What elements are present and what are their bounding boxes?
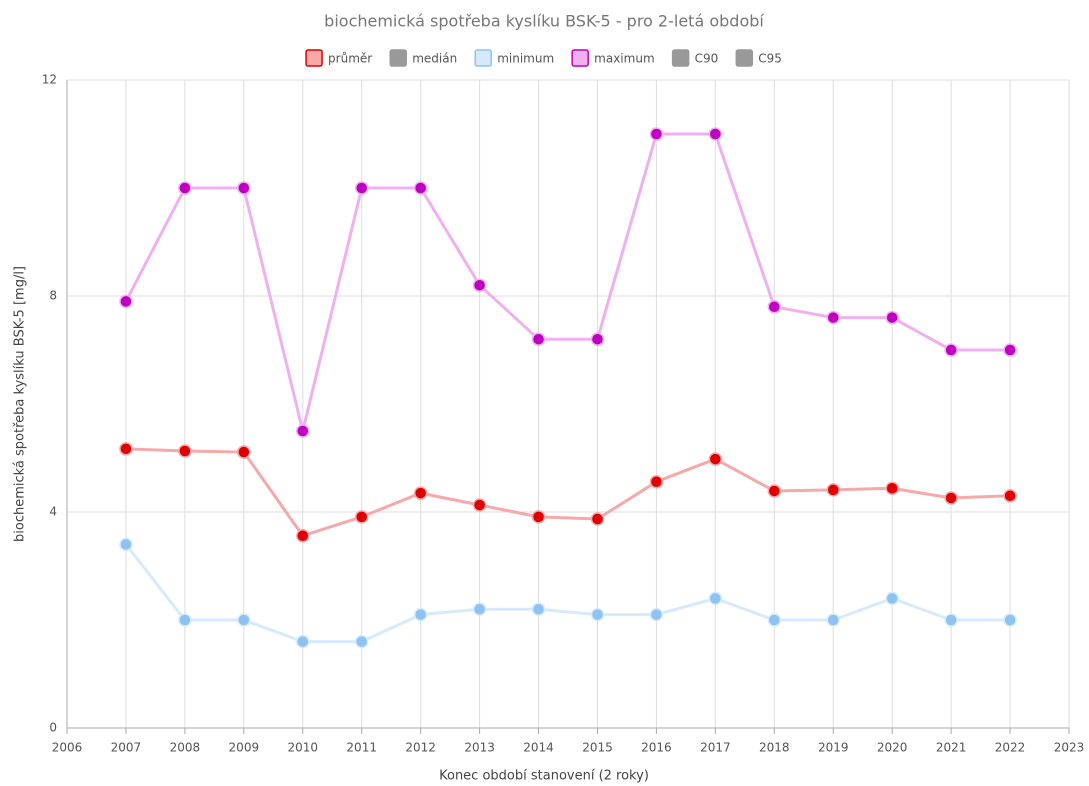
x-tick-label: 2012 bbox=[405, 741, 436, 755]
data-point bbox=[708, 591, 723, 606]
series-line bbox=[124, 132, 1011, 432]
legend-label: maximum bbox=[594, 52, 654, 66]
data-point bbox=[826, 310, 840, 325]
data-point bbox=[590, 512, 605, 526]
data-point bbox=[767, 484, 782, 498]
data-point bbox=[296, 424, 310, 438]
data-point bbox=[119, 442, 133, 456]
y-tick-label: 0 bbox=[49, 721, 57, 735]
data-point bbox=[119, 294, 133, 309]
y-tick-label: 8 bbox=[49, 289, 57, 303]
x-tick-label: 2014 bbox=[523, 741, 554, 755]
x-tick-label: 2009 bbox=[229, 741, 260, 755]
data-point bbox=[413, 607, 428, 622]
data-point bbox=[237, 613, 251, 627]
data-point bbox=[296, 634, 310, 649]
x-tick-label: 2021 bbox=[936, 741, 967, 755]
data-point bbox=[178, 613, 192, 627]
y-tick-label: 12 bbox=[42, 73, 57, 87]
legend-swatch bbox=[735, 49, 754, 67]
data-point bbox=[413, 486, 428, 500]
data-point bbox=[237, 181, 251, 195]
data-point bbox=[708, 452, 723, 466]
data-point bbox=[472, 498, 487, 512]
chart-title: biochemická spotřeba kyslíku BSK-5 - pro… bbox=[324, 12, 764, 31]
x-tick-label: 2011 bbox=[346, 741, 377, 755]
x-tick-label: 2018 bbox=[759, 741, 790, 755]
x-tick-label: 2007 bbox=[111, 741, 142, 755]
legend-swatch bbox=[474, 49, 492, 67]
legend-swatch bbox=[389, 49, 407, 67]
data-point bbox=[237, 445, 251, 459]
legend-label: medián bbox=[412, 52, 457, 66]
data-point bbox=[767, 300, 782, 314]
legend-item: C95 bbox=[735, 49, 782, 67]
data-point bbox=[649, 475, 664, 489]
data-point bbox=[472, 278, 487, 292]
data-point bbox=[354, 510, 369, 524]
x-tick-label: 2020 bbox=[877, 741, 908, 755]
data-point bbox=[590, 607, 605, 622]
x-tick-label: 2010 bbox=[287, 741, 318, 755]
data-point bbox=[885, 310, 899, 325]
data-point bbox=[178, 181, 192, 195]
data-point bbox=[531, 510, 546, 524]
data-point bbox=[296, 529, 310, 543]
legend-label: C90 bbox=[695, 52, 719, 66]
y-tick-label: 4 bbox=[49, 505, 57, 519]
data-point bbox=[119, 537, 133, 552]
legend-item: C90 bbox=[671, 49, 719, 67]
x-tick-label: 2015 bbox=[582, 741, 613, 755]
series-line bbox=[124, 543, 1011, 644]
data-point bbox=[708, 127, 723, 141]
data-point bbox=[944, 491, 958, 505]
x-tick-label: 2016 bbox=[641, 741, 672, 755]
data-point bbox=[649, 127, 664, 141]
x-tick-label: 2023 bbox=[1054, 741, 1085, 755]
data-point bbox=[649, 607, 664, 622]
legend-swatch bbox=[305, 49, 323, 67]
data-point bbox=[354, 181, 369, 195]
legend: průměr medián minimum maximum C90 C95 bbox=[305, 49, 782, 67]
data-point bbox=[826, 483, 840, 497]
x-tick-label: 2022 bbox=[995, 741, 1026, 755]
x-tick-label: 2008 bbox=[170, 741, 201, 755]
legend-swatch bbox=[571, 49, 589, 67]
data-point bbox=[944, 343, 958, 357]
data-point bbox=[590, 332, 605, 346]
data-point bbox=[178, 444, 192, 458]
x-tick-label: 2019 bbox=[818, 741, 849, 755]
legend-label: průměr bbox=[328, 52, 372, 66]
data-point bbox=[885, 591, 899, 606]
x-tick-label: 2013 bbox=[464, 741, 495, 755]
data-point bbox=[1003, 489, 1017, 503]
legend-item: medián bbox=[389, 49, 457, 67]
data-point bbox=[531, 602, 546, 616]
x-axis-label: Konec období stanovení (2 roky) bbox=[439, 769, 649, 784]
legend-item: průměr bbox=[305, 49, 372, 67]
legend-item: maximum bbox=[571, 49, 655, 67]
legend-item: minimum bbox=[474, 49, 554, 67]
legend-label: minimum bbox=[497, 52, 554, 66]
data-point bbox=[531, 332, 546, 346]
data-point bbox=[1003, 613, 1017, 627]
data-point bbox=[413, 181, 428, 195]
x-tick-label: 2006 bbox=[52, 741, 83, 755]
data-point bbox=[472, 602, 487, 616]
legend-swatch bbox=[671, 49, 690, 67]
data-point bbox=[1003, 343, 1017, 357]
data-point bbox=[944, 613, 958, 627]
y-axis-label: biochemická spotřeba kyslíku BSK-5 [mg/l… bbox=[13, 266, 28, 542]
legend-label: C95 bbox=[758, 52, 782, 66]
data-point bbox=[885, 481, 899, 495]
series-line bbox=[125, 447, 1011, 538]
x-tick-label: 2017 bbox=[700, 741, 731, 755]
data-point bbox=[767, 613, 782, 627]
data-point bbox=[826, 613, 840, 627]
data-point bbox=[354, 634, 369, 649]
